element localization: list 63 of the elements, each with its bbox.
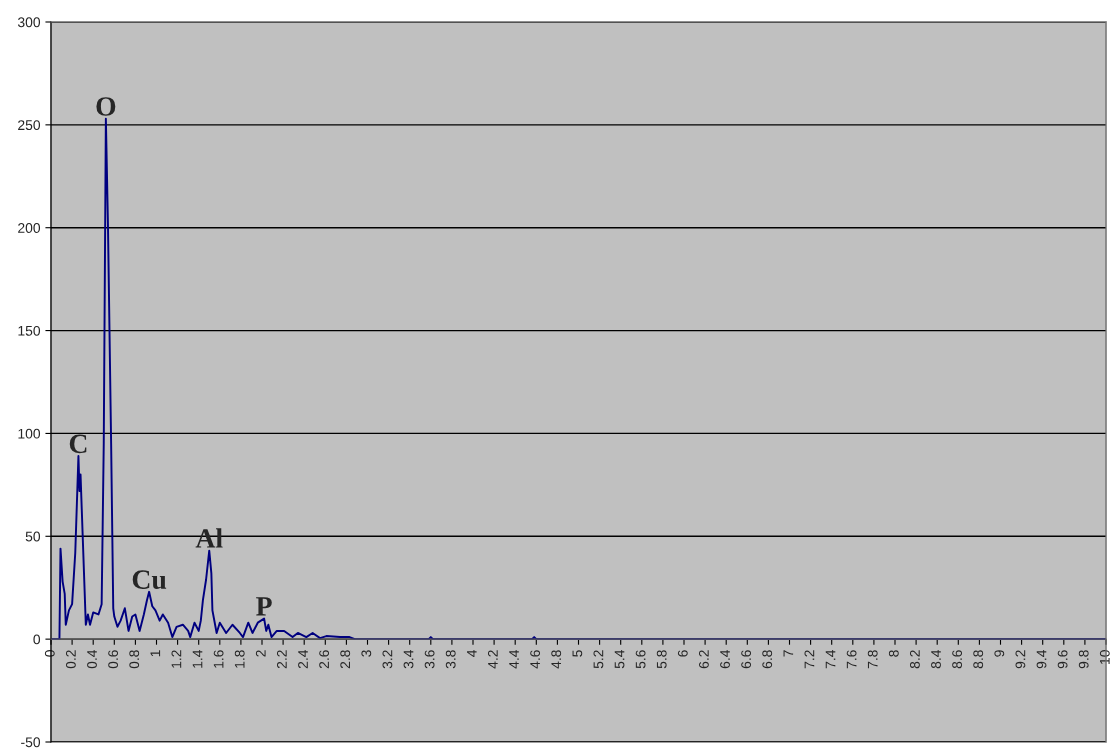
x-tick-label: 7.2	[804, 650, 815, 669]
x-tick-label: 3.4	[403, 649, 414, 669]
x-tick-label: 7.8	[867, 650, 878, 669]
y-tick-label: -50	[21, 737, 41, 748]
x-tick-label: 7.6	[846, 650, 857, 669]
x-tick-label: 4.8	[551, 650, 562, 669]
x-tick-label: 4.6	[530, 650, 541, 669]
x-tick-label: 0.4	[87, 649, 97, 669]
x-tick-label: 3.8	[445, 650, 456, 669]
x-tick-label: 6.2	[698, 650, 709, 669]
x-tick-label: 4.4	[509, 649, 519, 669]
y-tick-label: 300	[17, 17, 41, 28]
x-tick-label: 9	[994, 650, 1005, 657]
x-tick-label: 2.4	[298, 649, 308, 669]
x-tick-label: 4.2	[487, 650, 498, 669]
x-tick-label: 8.8	[973, 650, 984, 669]
x-tick-label: 1.4	[192, 649, 203, 668]
x-tick-label: 8.6	[952, 650, 963, 669]
x-tick-label: 10	[1099, 650, 1110, 664]
x-tick-label: 2.6	[319, 650, 330, 669]
x-tick-label: 1.6	[213, 650, 224, 668]
x-tick-label: 6.8	[762, 650, 773, 669]
x-tick-label: 6.6	[741, 650, 752, 669]
x-tick-label: 8	[888, 650, 899, 657]
x-tick-label: 2.8	[340, 650, 351, 669]
x-tick-label: 9.4	[1036, 649, 1047, 669]
x-tick-label: 3	[361, 650, 372, 657]
x-tick-label: 5.8	[656, 650, 667, 669]
x-tick-label: 5.6	[635, 650, 646, 669]
x-tick-label: 2	[255, 650, 266, 657]
y-tick-label: 150	[18, 325, 41, 336]
x-tick-label: 9.8	[1078, 650, 1089, 669]
x-tick-label: 4	[467, 649, 477, 657]
x-tick-label: 6.4	[720, 649, 730, 669]
x-tick-label: 0.6	[108, 650, 119, 669]
annotation: Cu	[132, 570, 167, 590]
y-tick-label: 200	[18, 223, 41, 233]
x-tick-label: 0.8	[129, 650, 140, 669]
x-tick-label: 3.6	[424, 650, 435, 669]
x-tick-label: 1.8	[234, 650, 245, 668]
x-tick-label: 9.6	[1057, 650, 1068, 669]
y-tick-label: 100	[18, 428, 41, 439]
x-tick-label: 1	[150, 650, 161, 657]
x-tick-label: 5	[572, 650, 583, 657]
x-tick-label: 8.4	[931, 649, 941, 669]
x-tick-label: 8.2	[909, 650, 920, 669]
annotation: C	[69, 434, 87, 454]
x-tick-label: 7	[783, 650, 794, 657]
x-tick-label: 7.4	[825, 649, 836, 669]
x-tick-label: 6	[677, 650, 688, 657]
y-tick-label: 50	[25, 531, 41, 542]
x-tick-label: 2.2	[276, 650, 287, 669]
y-tick-label: 0	[33, 634, 41, 645]
annotation: O	[96, 97, 116, 116]
y-tick-label: 250	[18, 120, 41, 131]
x-tick-label: 3.2	[382, 650, 393, 669]
x-tick-label: 5.4	[614, 649, 625, 669]
x-tick-label: 9.2	[1015, 650, 1026, 669]
annotation: P	[256, 597, 272, 616]
x-tick-label: 0.2	[65, 650, 76, 669]
x-tick-label: 1.2	[171, 650, 182, 668]
x-tick-label: 0	[44, 650, 55, 657]
x-tick-label: 5.2	[593, 650, 604, 669]
